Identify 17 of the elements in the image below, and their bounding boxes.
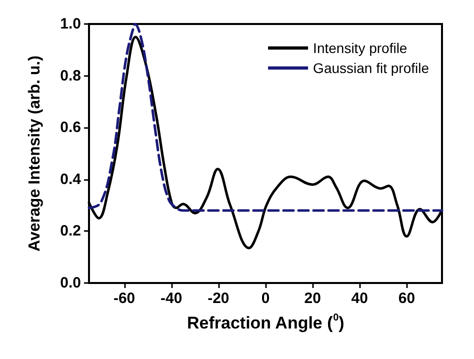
x-tick-label: -60 [113,290,136,307]
x-tick-label: -20 [208,290,230,307]
y-tick-label: 0.6 [60,119,81,136]
y-axis-title: Average Intensity (arb. u.) [26,56,44,252]
y-tick-label: 0.8 [60,67,81,84]
x-tick-label: -40 [160,290,182,307]
legend-label: Gaussian fit profile [313,60,430,76]
legend-label: Intensity profile [313,40,408,56]
line-series [88,22,444,212]
x-tick-label: 60 [398,290,416,307]
y-tick-label: 0.4 [60,170,82,188]
x-tick-label: 40 [351,290,368,307]
x-tick-label: 20 [304,290,321,307]
x-tick-label: 0 [261,290,270,307]
y-tick-label: 0.0 [60,274,81,292]
y-tick-label: 0.2 [60,222,81,240]
y-tick-label: 1.0 [60,16,81,32]
